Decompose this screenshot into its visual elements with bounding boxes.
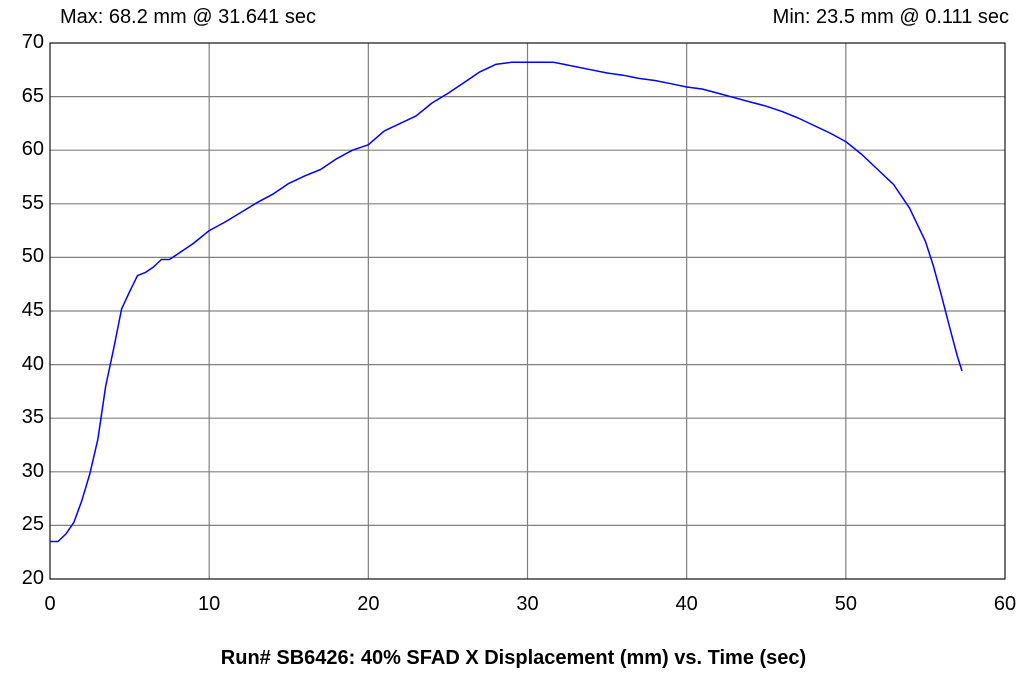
- x-tick-label: 60: [993, 593, 1017, 615]
- x-tick-label: 30: [516, 593, 539, 615]
- series-line: [50, 61, 963, 543]
- x-tick-label: 10: [198, 593, 221, 615]
- min-annotation: Min: 23.5 mm @ 0.111 sec: [772, 6, 1009, 28]
- chart-grid: [49, 42, 1006, 580]
- x-tick-label: 40: [675, 593, 698, 615]
- y-tick-label: 20: [21, 567, 44, 589]
- y-tick-label: 25: [21, 513, 44, 536]
- y-tick-label: 55: [21, 191, 44, 214]
- x-tick-label: 50: [834, 593, 857, 615]
- series-layer: [50, 61, 963, 543]
- line-chart: [49, 42, 1006, 580]
- y-tick-label: 70: [21, 31, 44, 53]
- x-tick-label: 20: [357, 593, 380, 615]
- y-tick-label: 30: [21, 459, 44, 482]
- chart-caption: Run# SB6426: 40% SFAD X Displacement (mm…: [220, 647, 807, 669]
- y-tick-label: 65: [21, 84, 44, 107]
- y-tick-label: 40: [21, 352, 44, 375]
- max-annotation: Max: 68.2 mm @ 31.641 sec: [60, 6, 316, 28]
- x-tick-label: 0: [44, 593, 56, 615]
- plot-area-frame: [49, 42, 1006, 580]
- y-tick-label: 50: [21, 245, 44, 268]
- y-tick-label: 45: [21, 299, 44, 321]
- y-tick-label: 60: [21, 138, 44, 161]
- y-tick-label: 35: [21, 406, 44, 429]
